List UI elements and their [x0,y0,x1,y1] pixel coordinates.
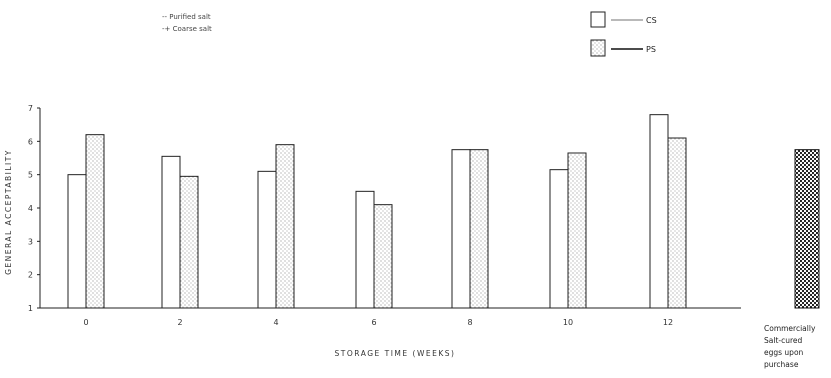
legend-ps-label: PS [646,45,656,54]
legend-ps: PS [590,39,656,57]
legend-cs-swatch [590,11,606,28]
bar-ps-week-2 [179,175,199,309]
legend-ps-swatch [590,39,606,57]
y-tick-label-6: 6 [28,137,33,146]
bar-commercial [794,149,820,309]
bar-cs-week-6 [355,190,375,309]
legend-cs: CS [590,11,657,28]
bar-cs-week-2 [161,155,181,309]
x-tick-label-8: 8 [467,318,472,327]
commercial-label: Commercially Salt-cured eggs upon purchase [764,324,816,369]
commercial-label-line-1: Commercially [764,324,816,333]
bar-ps-week-10 [567,152,587,309]
bars-group [67,114,820,309]
x-tick-label-2: 2 [177,318,182,327]
y-tick-label-3: 3 [28,237,33,246]
bar-cs-week-0 [67,174,87,309]
commercial-label-line-2: Salt-cured [764,336,802,345]
y-axis-title: GENERAL ACCEPTABILITY [4,149,13,275]
commercial-label-line-3: eggs upon [764,348,804,357]
x-tick-label-10: 10 [563,318,573,327]
x-tick-label-0: 0 [83,318,88,327]
bar-cs-week-4 [257,170,277,309]
y-tick-label-4: 4 [28,204,33,213]
legend-line-purified: -- Purified salt [162,13,211,21]
y-tick-label-1: 1 [28,304,33,313]
y-axis-ticks: 1 2 3 4 5 6 7 [28,104,40,313]
bar-ps-week-6 [373,204,393,309]
bar-ps-week-0 [85,134,105,309]
bar-cs-week-8 [451,149,471,309]
legend-line-coarse: -+ Coarse salt [162,25,212,33]
y-tick-label-2: 2 [28,271,33,280]
bar-cs-week-10 [549,169,569,309]
bar-ps-week-8 [469,149,489,309]
bar-cs-week-12 [649,114,669,309]
x-tick-label-12: 12 [663,318,673,327]
x-tick-label-4: 4 [273,318,278,327]
y-tick-label-7: 7 [28,104,33,113]
x-axis-title: STORAGE TIME (WEEKS) [335,349,456,358]
legend-cs-label: CS [646,16,657,25]
bar-ps-week-12 [667,137,687,309]
commercial-label-line-4: purchase [764,360,799,369]
x-axis-tick-labels: 0 2 4 6 8 10 12 [83,318,673,327]
x-tick-label-6: 6 [371,318,376,327]
y-tick-label-5: 5 [28,171,33,180]
bar-ps-week-4 [275,144,295,309]
